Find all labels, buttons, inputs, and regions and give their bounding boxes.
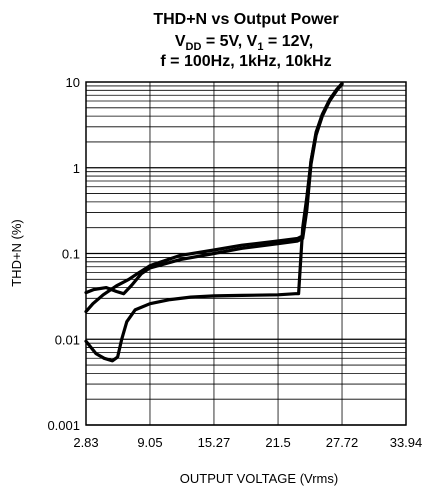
y-tick-label: 0.1 [62, 247, 80, 262]
x-axis-label: OUTPUT VOLTAGE (Vrms) [180, 471, 338, 486]
title-v1-sub: 1 [257, 41, 263, 53]
title-vdd-sub: DD [186, 41, 202, 53]
y-tick-label: 1 [73, 161, 80, 176]
x-tick-label: 21.5 [265, 435, 290, 450]
x-tick-labels: 2.83 9.05 15.27 21.5 27.72 33.94 [73, 435, 422, 450]
title-vdd-v: V [175, 33, 186, 50]
title-end: = 12V, [263, 33, 313, 50]
x-tick-label: 2.83 [73, 435, 98, 450]
series-line-3 [84, 82, 344, 363]
x-tick-label: 27.72 [326, 435, 359, 450]
title-mid: = 5V, V [201, 33, 257, 50]
y-tick-label: 10 [66, 75, 80, 90]
y-axis-label: THD+N (%) [9, 219, 24, 287]
plot-frame [85, 81, 407, 426]
y-tick-label: 0.001 [47, 418, 80, 433]
y-tick-labels: 10 1 0.1 0.01 0.001 [47, 75, 80, 433]
chart-title: THD+N vs Output Power [153, 11, 338, 28]
x-tick-label: 9.05 [137, 435, 162, 450]
grid [85, 82, 407, 426]
chart-title-line2: VDD = 5V, V1 = 12V, [175, 33, 313, 53]
series-group [84, 81, 344, 363]
x-tick-label: 15.27 [198, 435, 231, 450]
y-tick-label: 0.01 [55, 332, 80, 347]
x-tick-label: 33.94 [390, 435, 423, 450]
chart-title-line3: f = 100Hz, 1kHz, 10kHz [160, 53, 331, 70]
